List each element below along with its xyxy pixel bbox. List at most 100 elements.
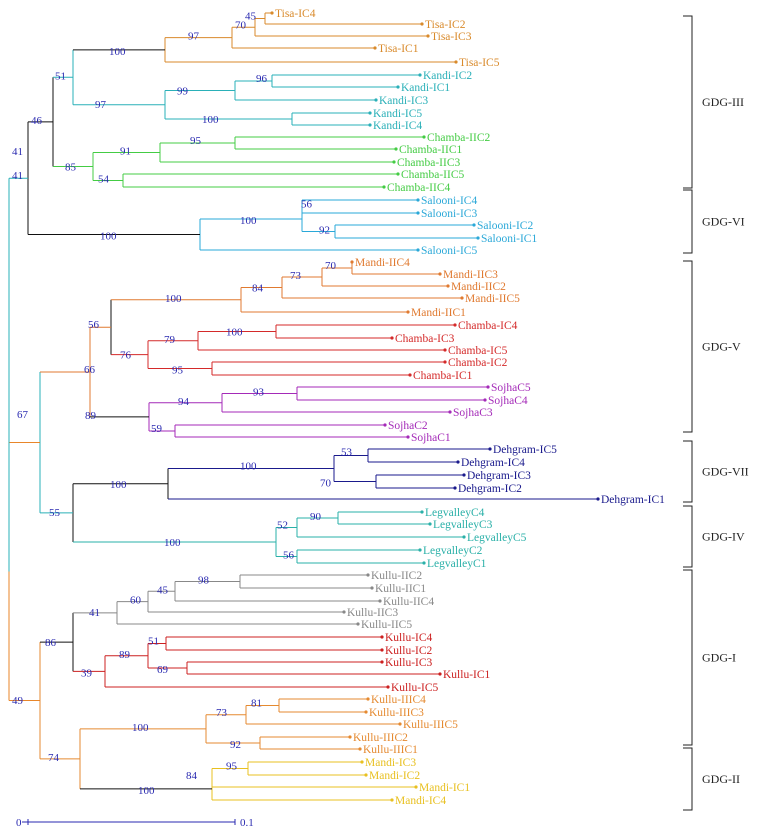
bootstrap-value-tk: 51 xyxy=(55,70,66,82)
leaf-marker xyxy=(488,447,492,451)
scale-bar: 0 0.1 xyxy=(16,817,254,829)
bootstrap-value-s2: 92 xyxy=(319,225,330,237)
group-bracket xyxy=(683,15,693,189)
leaf-label: SojhaC1 xyxy=(411,432,451,444)
leaf-marker xyxy=(406,310,410,314)
bootstrap-value-k23: 60 xyxy=(130,595,142,607)
bootstrap-value-j3: 59 xyxy=(151,423,163,435)
leaf-label: Kullu-IC5 xyxy=(391,682,439,694)
leaf-label: Mandi-IC4 xyxy=(395,795,446,807)
leaf-marker xyxy=(422,135,426,139)
leaf-label: LegvalleyC2 xyxy=(423,545,483,557)
leaf-marker xyxy=(426,34,430,38)
leaf-label: LegvalleyC3 xyxy=(433,519,493,531)
leaf-marker xyxy=(438,272,442,276)
bootstrap-value-r3: 95 xyxy=(172,365,184,377)
leaf-label: Chamba-IIC1 xyxy=(399,144,462,156)
tree-branches xyxy=(8,12,598,801)
leaf-marker xyxy=(453,323,457,327)
leaf-label: Kullu-IIC4 xyxy=(383,596,434,608)
leaf-label: Dehgram-IC1 xyxy=(601,494,665,506)
bootstrap-value-s1: 56 xyxy=(301,199,313,211)
leaf-label: Dehgram-IC4 xyxy=(461,457,525,469)
leaf-label: Chamba-IIC3 xyxy=(397,157,460,169)
bootstrap-value-t1: 45 xyxy=(245,11,257,23)
leaf-label: Kandi-IC2 xyxy=(423,70,472,82)
group-label: GDG-VI xyxy=(702,215,745,229)
bootstrap-value-a2: 41 xyxy=(12,170,23,182)
leaf-label: Chamba-IIC4 xyxy=(387,182,450,194)
leaf-marker xyxy=(358,747,362,751)
leaf-marker xyxy=(443,360,447,364)
bootstrap-value-l2: 56 xyxy=(283,550,295,562)
bootstrap-value-m3: 84 xyxy=(252,283,264,295)
leaf-label: Kullu-IC2 xyxy=(385,645,433,657)
bootstrap-value-y3: 100 xyxy=(138,785,155,797)
leaf-marker xyxy=(596,497,600,501)
bootstrap-value-k14: 39 xyxy=(81,667,93,679)
leaf-label: Salooni-IC3 xyxy=(421,208,477,220)
leaf-label: Chamba-IC4 xyxy=(458,320,518,332)
bootstrap-value-d3: 100 xyxy=(240,461,257,473)
bootstrap-value-k4: 97 xyxy=(95,99,107,111)
leaf-marker xyxy=(416,248,420,252)
leaf-marker xyxy=(366,697,370,701)
bootstrap-value-d4: 100 xyxy=(110,479,127,491)
leaf-label: Chamba-IIC2 xyxy=(427,132,490,144)
leaf-label: Kullu-IIC5 xyxy=(361,619,412,631)
bootstrap-value-k34: 100 xyxy=(132,722,149,734)
bootstrap-value-t4: 100 xyxy=(109,46,126,58)
leaf-marker xyxy=(418,73,422,77)
leaf-label: Chamba-IIC5 xyxy=(401,169,464,181)
leaf-label: Chamba-IC1 xyxy=(413,370,473,382)
group-label: GDG-VII xyxy=(702,465,749,479)
group-bracket xyxy=(683,189,693,254)
leaf-marker xyxy=(472,223,476,227)
leaf-marker xyxy=(380,660,384,664)
bootstrap-value-k1: 96 xyxy=(256,73,268,85)
bootstrap-value-root-upper: 41 xyxy=(12,146,23,158)
leaf-label: Dehgram-IC2 xyxy=(458,483,522,495)
bootstrap-value-y1: 95 xyxy=(226,761,238,773)
bootstrap-value-a1: 46 xyxy=(31,115,43,127)
leaf-label: Mandi-IC3 xyxy=(365,757,416,769)
leaf-marker xyxy=(476,236,480,240)
leaf-label: Kandi-IC5 xyxy=(373,108,422,120)
bootstrap-value-j1: 93 xyxy=(253,387,265,399)
group-bracket xyxy=(683,260,693,433)
leaf-marker xyxy=(364,710,368,714)
group-label: GDG-IV xyxy=(702,530,745,544)
bootstrap-value-m4: 100 xyxy=(165,293,182,305)
leaf-label: Tisa-IC5 xyxy=(459,57,500,69)
bootstrap-value-k2k1: 86 xyxy=(45,637,57,649)
bootstrap-value-r4: 76 xyxy=(120,350,132,362)
bootstrap-value-root: 67 xyxy=(17,409,29,421)
bootstrap-value-j2: 94 xyxy=(178,396,190,408)
leaf-marker xyxy=(380,635,384,639)
bootstrap-value-mr: 56 xyxy=(88,319,100,331)
leaf-marker xyxy=(356,622,360,626)
leaf-marker xyxy=(428,522,432,526)
leaf-label: SojhaC5 xyxy=(491,382,531,394)
bootstrap-value-k21: 98 xyxy=(198,575,210,587)
leaf-marker xyxy=(408,373,412,377)
scale-bar-end-label: 0.1 xyxy=(240,817,254,829)
bootstrap-value-y2: 84 xyxy=(186,770,198,782)
leaf-label: Chamba-IC3 xyxy=(395,333,455,345)
leaf-marker xyxy=(416,211,420,215)
leaf-marker xyxy=(398,722,402,726)
leaf-marker xyxy=(394,147,398,151)
leaf-label: Tisa-IC3 xyxy=(431,31,472,43)
leaf-marker xyxy=(420,22,424,26)
leaf-label: Mandi-IIC3 xyxy=(443,269,498,281)
leaf-label: Salooni-IC5 xyxy=(421,245,477,257)
leaf-label: LegvalleyC1 xyxy=(427,558,487,570)
leaf-marker xyxy=(386,685,390,689)
leaf-label: Kullu-IIIC4 xyxy=(371,694,426,706)
group-label: GDG-I xyxy=(702,651,736,665)
bootstrap-value-k32: 73 xyxy=(216,707,228,719)
bootstrap-value-m2: 73 xyxy=(290,270,302,282)
leaf-label: Mandi-IC2 xyxy=(369,770,420,782)
